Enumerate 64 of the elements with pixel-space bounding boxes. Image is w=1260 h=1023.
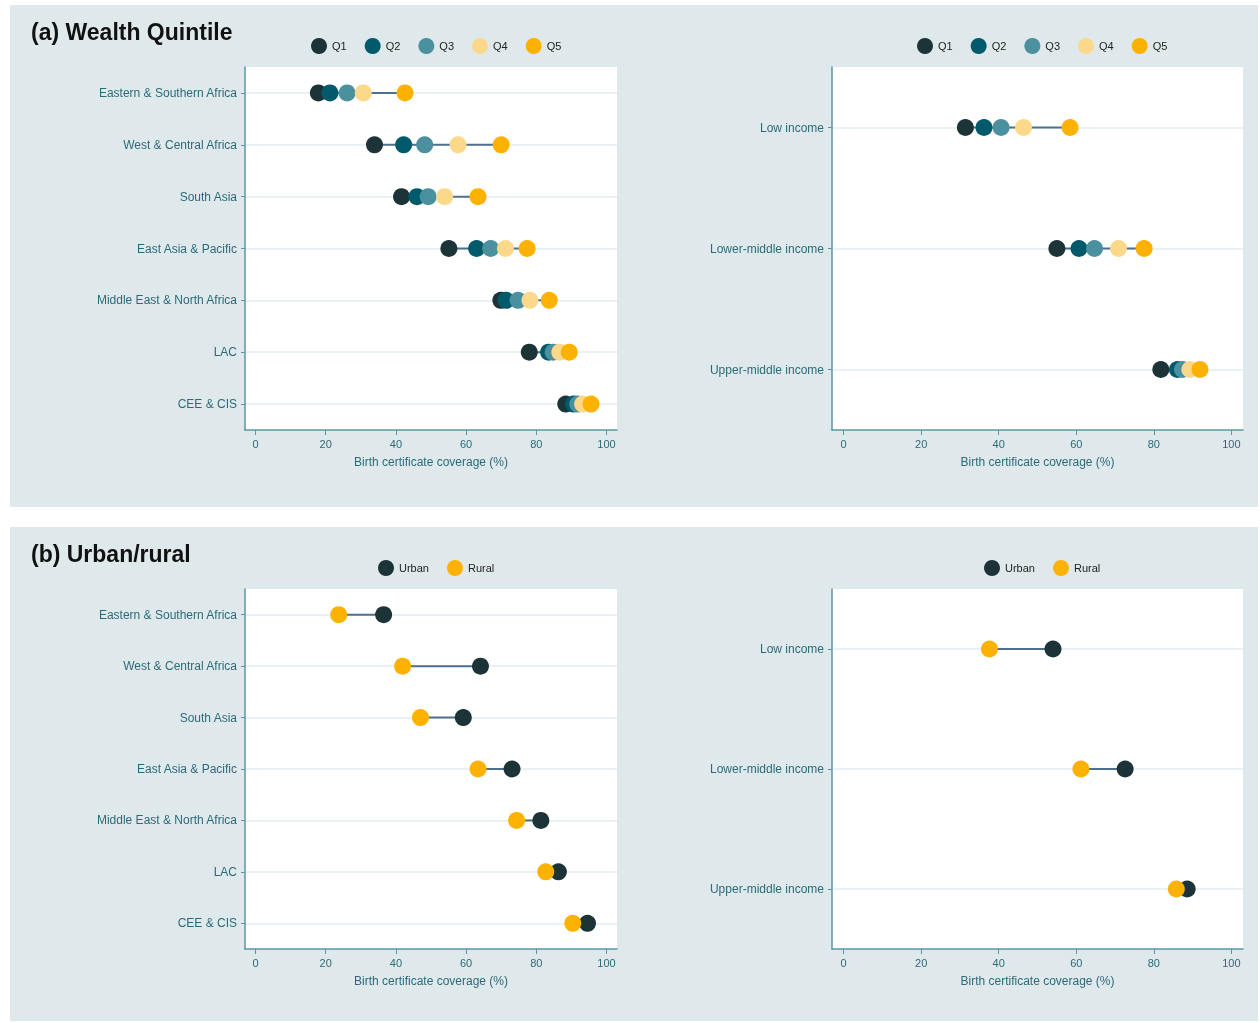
y-tick-label: West & Central Africa bbox=[123, 137, 238, 152]
x-tick-label: 0 bbox=[840, 437, 847, 450]
legend-label: Q5 bbox=[546, 40, 562, 52]
x-tick-label: 40 bbox=[992, 956, 1005, 969]
y-tick-label: Middle East & North Africa bbox=[96, 813, 238, 828]
x-tick-label: 0 bbox=[840, 956, 847, 969]
y-tick-label: Lower-middle income bbox=[709, 241, 825, 256]
y-tick-label: South Asia bbox=[179, 189, 238, 204]
x-axis-title: Birth certificate coverage (%) bbox=[353, 455, 509, 469]
x-tick-label: 100 bbox=[597, 437, 616, 450]
x-tick-label: 100 bbox=[1222, 956, 1241, 969]
y-tick-label: CEE & CIS bbox=[177, 397, 237, 412]
y-tick-label: Low income bbox=[759, 120, 825, 135]
y-tick-label: Eastern & Southern Africa bbox=[98, 85, 238, 100]
legend-label: Q3 bbox=[439, 40, 455, 52]
x-axis-title: Birth certificate coverage (%) bbox=[353, 974, 509, 988]
x-tick-label: 20 bbox=[915, 437, 928, 450]
x-tick-label: 100 bbox=[1222, 437, 1241, 450]
chart-title: (b) Urban/rural bbox=[31, 540, 191, 567]
x-tick-label: 0 bbox=[252, 437, 259, 450]
y-tick-label: West & Central Africa bbox=[123, 659, 238, 674]
x-tick-label: 20 bbox=[319, 437, 332, 450]
x-tick-label: 60 bbox=[459, 437, 473, 450]
y-tick-label: Low income bbox=[759, 642, 825, 656]
x-tick-label: 20 bbox=[319, 956, 332, 969]
legend-label: Q1 bbox=[332, 40, 347, 52]
y-tick-label: LAC bbox=[213, 864, 238, 879]
x-axis-title: Birth certificate coverage (%) bbox=[960, 974, 1115, 988]
x-tick-label: 20 bbox=[915, 956, 928, 969]
x-tick-label: 40 bbox=[389, 956, 403, 969]
legend-label: Urban bbox=[399, 562, 429, 574]
legend-label: Q1 bbox=[938, 40, 953, 52]
x-tick-label: 60 bbox=[1070, 437, 1083, 450]
legend-label: Rural bbox=[467, 562, 495, 574]
y-tick-label: East Asia & Pacific bbox=[136, 241, 237, 256]
legend-label: Q2 bbox=[991, 40, 1007, 52]
legend-label: Q3 bbox=[1045, 40, 1061, 52]
legend-label: Urban bbox=[1005, 562, 1035, 574]
x-tick-label: 60 bbox=[1070, 956, 1083, 969]
y-tick-label: LAC bbox=[213, 345, 238, 360]
x-tick-label: 40 bbox=[389, 437, 403, 450]
y-tick-label: East Asia & Pacific bbox=[136, 762, 237, 776]
chart-title: (a) Wealth Quintile bbox=[31, 18, 233, 45]
y-tick-label: Lower-middle income bbox=[709, 762, 825, 776]
x-tick-label: 0 bbox=[252, 956, 259, 969]
x-tick-label: 80 bbox=[530, 437, 543, 450]
legend-label: Q4 bbox=[1099, 40, 1114, 52]
y-tick-label: Upper-middle income bbox=[709, 362, 825, 377]
x-tick-label: 100 bbox=[597, 956, 616, 969]
legend-label: Rural bbox=[1073, 562, 1101, 574]
x-tick-label: 80 bbox=[1147, 956, 1160, 969]
x-tick-label: 80 bbox=[1147, 437, 1160, 450]
x-tick-label: 60 bbox=[459, 956, 473, 969]
y-tick-label: Upper-middle income bbox=[709, 882, 825, 896]
x-tick-label: 80 bbox=[530, 956, 543, 969]
y-tick-label: Middle East & North Africa bbox=[96, 293, 238, 308]
y-tick-label: South Asia bbox=[179, 710, 238, 725]
legend-label: Q5 bbox=[1152, 40, 1168, 52]
y-tick-label: Eastern & Southern Africa bbox=[98, 607, 238, 622]
legend-label: Q2 bbox=[385, 40, 401, 52]
x-tick-label: 40 bbox=[992, 437, 1005, 450]
legend-label: Q4 bbox=[493, 40, 508, 52]
x-axis-title: Birth certificate coverage (%) bbox=[960, 455, 1115, 469]
y-tick-label: CEE & CIS bbox=[177, 916, 237, 931]
